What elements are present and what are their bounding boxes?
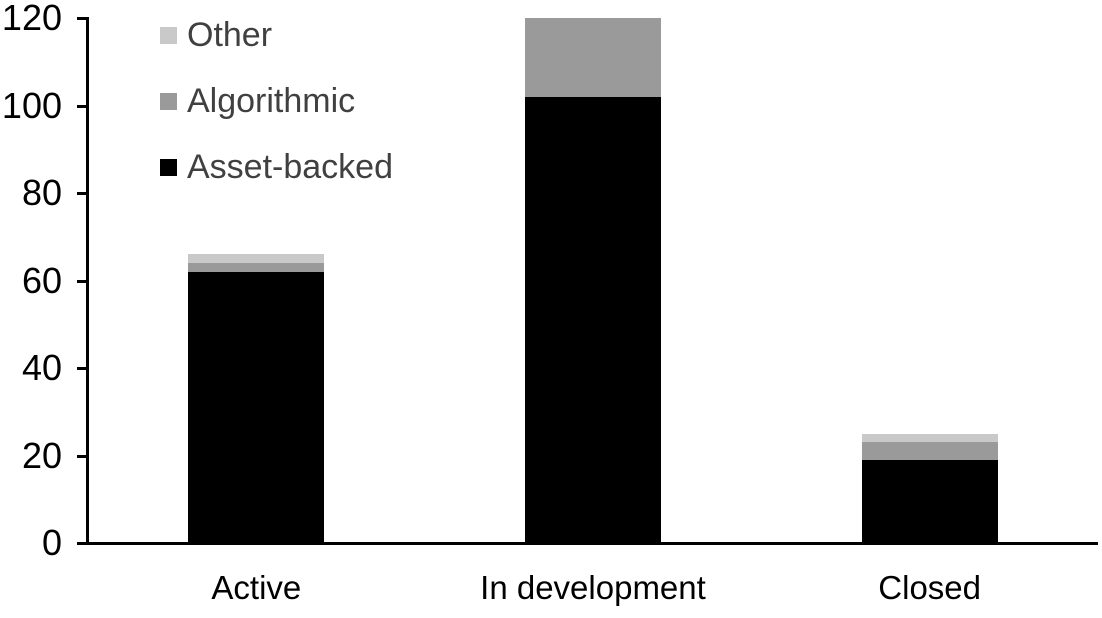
bar-segment-active-other — [188, 254, 324, 263]
y-tick-60 — [77, 280, 88, 283]
legend-swatch-other — [160, 26, 177, 44]
legend-swatch-algorithmic — [160, 92, 177, 110]
legend-item-asset-backed: Asset-backed — [160, 134, 393, 200]
y-tick-label-0: 0 — [41, 522, 62, 563]
y-tick-label-60: 60 — [21, 260, 62, 301]
legend-item-other: Other — [160, 2, 393, 68]
y-tick-40 — [77, 367, 88, 370]
x-category-label-active: Active — [211, 569, 302, 606]
bar-segment-in-development-algorithmic — [525, 18, 661, 97]
legend-label-other: Other — [187, 16, 273, 54]
legend-swatch-asset-backed — [160, 158, 177, 176]
y-tick-120 — [77, 17, 88, 20]
y-tick-label-120: 120 — [1, 0, 62, 38]
bar-segment-closed-asset-backed — [862, 459, 998, 543]
legend-label-algorithmic: Algorithmic — [187, 82, 356, 120]
x-category-label-in-development: In development — [480, 569, 706, 606]
y-tick-label-20: 20 — [21, 435, 62, 476]
y-tick-label-80: 80 — [21, 172, 62, 213]
y-tick-label-40: 40 — [21, 347, 62, 388]
bar-segment-active-algorithmic — [188, 263, 324, 272]
x-category-label-closed: Closed — [878, 569, 982, 606]
bar-segment-active-asset-backed — [188, 271, 324, 543]
y-tick-80 — [77, 192, 88, 195]
bar-segment-in-development-asset-backed — [525, 96, 661, 543]
legend-item-algorithmic: Algorithmic — [160, 68, 393, 134]
bar-segment-closed-other — [862, 433, 998, 443]
bar-segment-closed-algorithmic — [862, 442, 998, 460]
y-tick-20 — [77, 455, 88, 458]
y-tick-label-100: 100 — [1, 85, 62, 126]
x-axis-line — [77, 542, 1098, 545]
y-tick-0 — [77, 542, 88, 545]
chart-legend: Other Algorithmic Asset-backed — [160, 2, 393, 200]
y-tick-100 — [77, 105, 88, 108]
legend-label-asset-backed: Asset-backed — [187, 148, 393, 186]
